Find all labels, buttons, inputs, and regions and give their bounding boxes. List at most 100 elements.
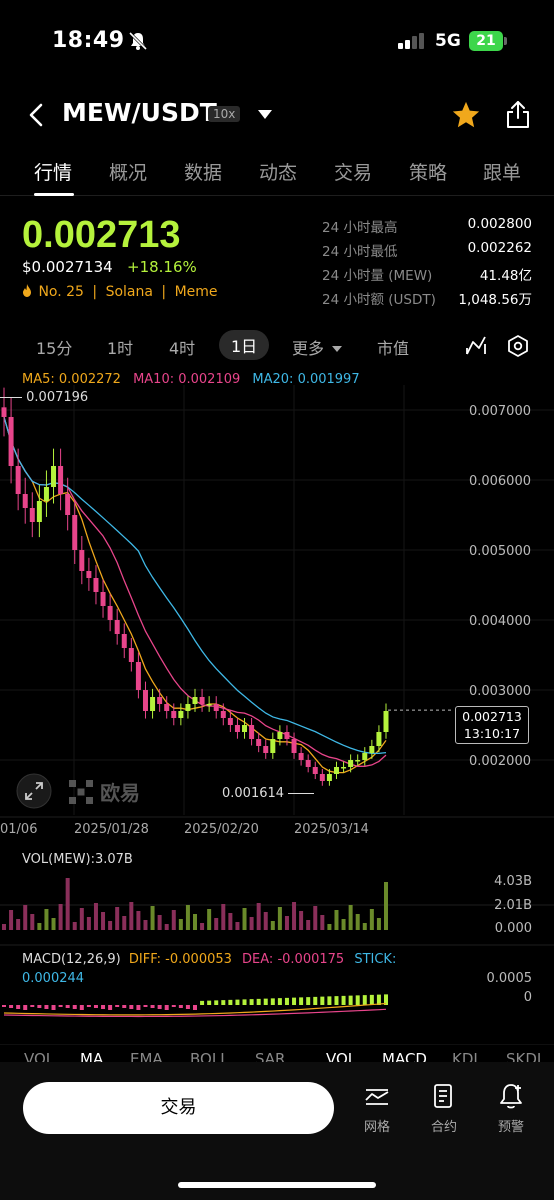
macd-bar [30,1005,35,1007]
candle-body [65,494,71,515]
tab-news[interactable]: 动态 [259,162,298,184]
tab-strategy[interactable]: 策略 [409,162,448,184]
macd-bar [108,1005,113,1010]
macd-bar [136,1005,141,1010]
macd-bar [207,1000,212,1005]
macd-bar [355,995,360,1005]
pair-title[interactable]: MEW/USDT [62,98,217,127]
bottom-action-bar: 交易 网格 合约 预警 [0,1062,554,1200]
volume-bar [249,917,254,930]
timeframe-15m[interactable]: 15分 [36,339,73,358]
macd-bar [270,998,275,1005]
contract-doc-icon [434,1084,452,1108]
indicator-macd[interactable]: MACD [382,1050,427,1064]
y-tick-label: 0.002000 [469,754,531,769]
caret-down-icon[interactable] [258,110,272,120]
macd-bar [277,998,282,1005]
current-price-value: 0.002713 [462,709,522,724]
tab-market[interactable]: 行情 [34,162,73,184]
macd-bar [2,1005,6,1007]
candlestick-chart[interactable]: 0.007000 0.006000 0.005000 0.004000 0.003000… [0,385,554,1045]
candle-body [43,487,49,501]
trade-button[interactable]: 交易 [23,1082,334,1134]
vol-tick: 0.000 [494,921,532,936]
tab-data[interactable]: 数据 [184,162,223,184]
settings-icon[interactable] [507,334,529,358]
low-marker: 0.001614 [222,786,315,801]
ma5-value: MA5: 0.002272 [22,372,121,387]
candle-body [383,711,389,732]
ma20-value: MA20: 0.001997 [252,372,360,387]
candle-body [234,725,240,732]
candle-body [298,753,304,760]
stat-label-volume: 24 小时量 (MEW) [322,268,433,284]
indicator-sar[interactable]: SAR [255,1050,286,1064]
volume-bar [320,915,325,930]
share-icon[interactable] [505,100,531,130]
volume-bar [341,919,346,930]
main-tabs: 行情 概况 数据 动态 交易 策略 跟单 [0,152,554,196]
favorite-star-icon[interactable] [451,100,481,130]
candle-body [142,690,148,711]
current-price-label[interactable]: 0.002713 13:10:17 [455,706,529,744]
macd-bar [284,997,289,1005]
market-cap-toggle[interactable]: 市值 [377,339,410,358]
macd-stick-value: 0.000244 [22,971,85,986]
chain-text[interactable]: Solana [105,284,153,300]
high-marker: 0.007196 [0,390,88,405]
volume-bar [164,924,169,930]
indicator-boll[interactable]: BOLL [190,1050,229,1064]
candle-body [51,466,57,487]
stat-value-volume: 41.48亿 [479,268,532,284]
indicator-ema[interactable]: EMA [130,1050,163,1064]
indicator-ma[interactable]: MA [80,1050,104,1064]
candle-body [150,697,156,711]
category-text[interactable]: Meme [174,284,218,300]
volume-bar [171,910,176,930]
indicator-kdj[interactable]: KDJ [452,1050,478,1064]
timeframe-more[interactable]: 更多 [292,335,343,359]
volume-bar [65,878,70,930]
indicator-vol[interactable]: VOL [24,1050,55,1064]
candle-body [121,634,127,648]
tab-copy-trade[interactable]: 跟单 [483,162,522,184]
date-tick: 01/06 [0,822,38,837]
volume-bar [362,923,367,930]
macd-bars [2,994,388,1018]
volume-bar [16,919,21,930]
timeframe-1d[interactable]: 1日 [219,330,270,360]
candle-body [58,466,64,494]
y-tick-label: 0.006000 [469,474,531,489]
timeframe-1h[interactable]: 1时 [107,339,134,358]
volume-bar [327,924,332,930]
candle-body [341,767,347,769]
candle-body [22,494,28,508]
fullscreen-icon[interactable] [16,773,52,809]
candle-body [270,739,276,753]
macd-bar [306,997,311,1005]
macd-bar [256,998,261,1005]
candle-body [333,767,339,774]
macd-bar [171,1005,176,1007]
indicator-skdj[interactable]: SKDJ [506,1050,542,1064]
volume-bar [44,909,49,930]
volume-bar [263,912,268,930]
tab-underline [34,193,74,196]
candle-body [220,711,226,718]
back-icon[interactable] [26,102,46,128]
alert-button[interactable]: 预警 [486,1082,536,1135]
grid-button[interactable]: 网格 [352,1082,402,1135]
tab-overview[interactable]: 概况 [109,162,148,184]
tab-trade[interactable]: 交易 [334,162,373,184]
draw-tool-icon[interactable] [464,334,488,358]
candle-body [213,704,219,711]
date-tick: 2025/02/20 [184,822,259,837]
y-tick-label: 0.004000 [469,614,531,629]
rank-text[interactable]: No. 25 [38,284,84,300]
timeframe-4h[interactable]: 4时 [169,339,196,358]
fire-icon [23,284,31,297]
chart-grid [0,385,554,1045]
indicator-vol-sub[interactable]: VOL [326,1050,357,1064]
low-marker-value: 0.001614 [222,786,285,801]
contract-button[interactable]: 合约 [419,1082,469,1135]
